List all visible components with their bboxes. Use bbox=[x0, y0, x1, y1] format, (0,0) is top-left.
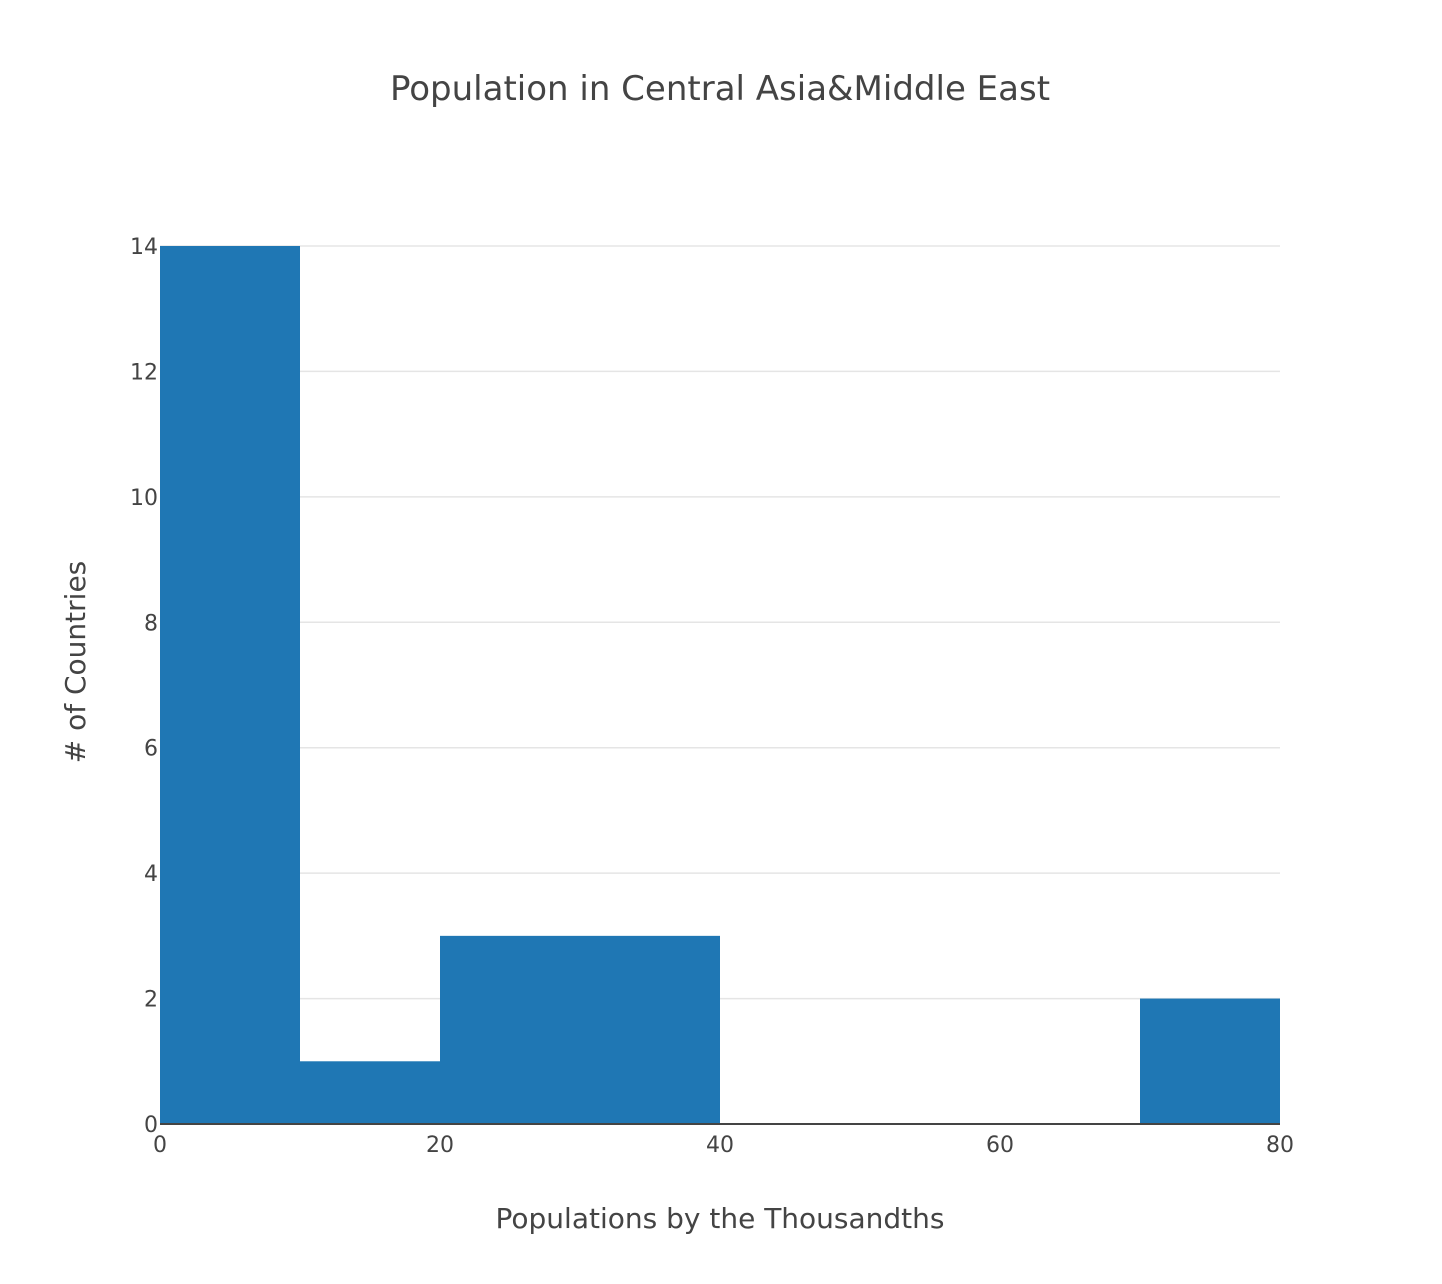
chart-title: Population in Central Asia&Middle East bbox=[390, 69, 1050, 109]
x-tick-label-60: 60 bbox=[986, 1133, 1014, 1158]
y-tick-label-8: 8 bbox=[144, 611, 158, 636]
y-tick-label-0: 0 bbox=[144, 1113, 158, 1138]
x-tick-label-80: 80 bbox=[1266, 1133, 1294, 1158]
y-tick-label-6: 6 bbox=[144, 737, 158, 762]
grid-lines bbox=[160, 245, 1280, 1000]
histogram-bar-0[interactable] bbox=[160, 246, 300, 1124]
x-tick-label-20: 20 bbox=[426, 1133, 454, 1158]
x-tick-label-0: 0 bbox=[153, 1133, 167, 1158]
histogram-bars bbox=[160, 246, 1280, 1124]
y-tick-label-10: 10 bbox=[130, 486, 158, 511]
x-axis-title: Populations by the Thousandths bbox=[496, 1202, 945, 1235]
y-tick-label-12: 12 bbox=[130, 360, 158, 385]
x-tick-label-40: 40 bbox=[706, 1133, 734, 1158]
axes: 0 20 40 60 80 0 2 4 6 8 10 12 14 bbox=[130, 235, 1294, 1158]
y-tick-label-4: 4 bbox=[144, 862, 158, 887]
y-axis-title: # of Countries bbox=[59, 561, 92, 764]
histogram-bar-2[interactable] bbox=[440, 935, 580, 1124]
histogram-bar-7[interactable] bbox=[1140, 998, 1280, 1124]
y-tick-label-2: 2 bbox=[144, 988, 158, 1013]
y-tick-label-14: 14 bbox=[130, 235, 158, 260]
histogram-bar-1[interactable] bbox=[300, 1061, 440, 1124]
histogram-bar-3[interactable] bbox=[580, 935, 720, 1124]
